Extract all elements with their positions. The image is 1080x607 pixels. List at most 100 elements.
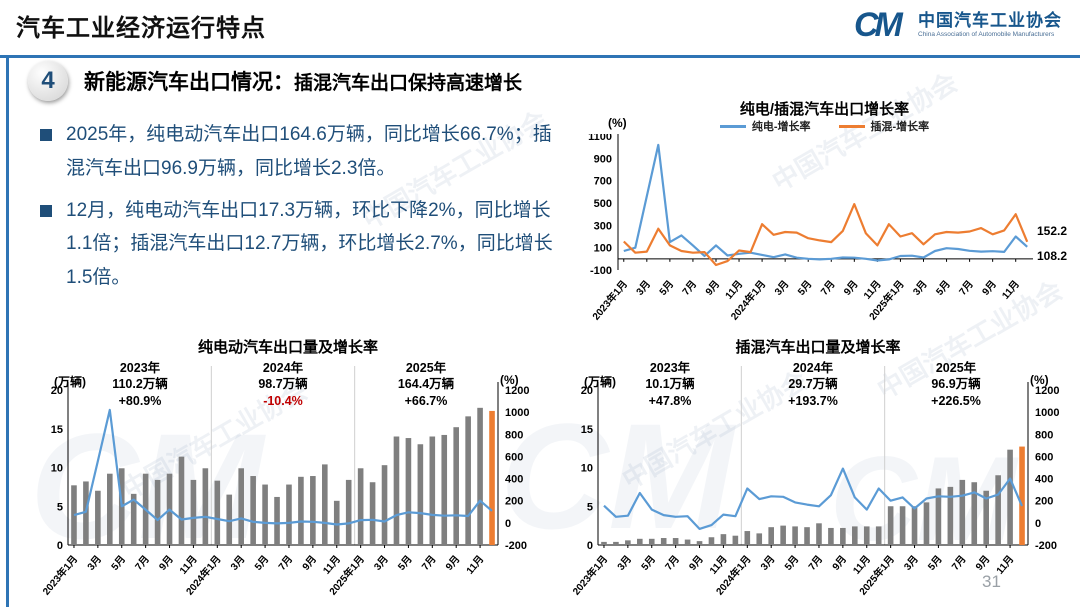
annotation-year: 2025年: [405, 361, 447, 375]
bar: [489, 410, 495, 545]
legend-label: 纯电-增长率: [751, 121, 811, 133]
x-tick-label: 5月: [795, 278, 814, 298]
page-number: 31: [982, 572, 1001, 591]
x-tick-label: 9月: [703, 278, 722, 298]
bar: [429, 436, 436, 545]
svg-text:CM: CM: [854, 6, 904, 44]
y-tick-label: -100: [590, 265, 612, 277]
bar: [840, 527, 846, 545]
year-annotation-2023: 2023年 10.1万辆 +47.8%: [645, 360, 694, 409]
caam-logo-text: 中国汽车工业协会 China Association of Automobile…: [918, 11, 1062, 38]
bar: [405, 438, 412, 545]
bar: [696, 541, 703, 545]
x-tick-label: 5月: [252, 553, 271, 573]
left-axis-unit: (万辆): [54, 375, 86, 389]
x-tick-label: 9月: [687, 553, 706, 573]
y-tick-label: 1100: [588, 134, 612, 143]
x-tick-label: 3月: [372, 553, 391, 573]
y-axis-unit: (%): [608, 116, 627, 130]
annotation-volume: 10.1万辆: [645, 377, 695, 392]
bar: [887, 506, 894, 545]
left-tick-label: 20: [581, 385, 593, 397]
bar: [190, 479, 197, 545]
y-tick-label: 900: [594, 153, 612, 165]
x-tick-label: 7月: [133, 553, 152, 573]
x-tick-label: 3月: [758, 553, 777, 573]
x-tick-label: 3月: [902, 553, 921, 573]
right-tick-label: 200: [505, 496, 523, 508]
x-tick-label: 9月: [841, 278, 860, 298]
x-tick-label: 5月: [657, 278, 676, 298]
bar: [107, 473, 113, 545]
page-title: 汽车工业经济运行特点: [16, 15, 266, 42]
bar: [768, 527, 774, 545]
bar: [369, 482, 376, 545]
bar: [95, 490, 101, 545]
left-tick-label: 0: [587, 540, 593, 552]
left-tick-label: 5: [587, 501, 593, 513]
bar: [178, 456, 185, 545]
right-tick-label: 200: [1035, 496, 1053, 508]
section-title-sub: 插混汽车出口保持高速增长: [294, 73, 523, 94]
bullet-square-icon: [40, 129, 52, 141]
year-annotation-2024: 2024年 29.7万辆 +193.7%: [788, 360, 838, 409]
bar: [923, 502, 930, 545]
x-tick-label: 9月: [300, 553, 319, 573]
bar: [935, 488, 942, 545]
y-tick-label: 500: [594, 198, 612, 210]
x-tick-label: 5月: [109, 553, 128, 573]
chart-phev-exports: 插混汽车出口量及增长率 (万辆) (%) 2023年 10.1万辆 +47.8%…: [560, 336, 1076, 606]
x-tick-label: 11月: [707, 553, 729, 576]
end-value-label: 152.2: [1037, 224, 1067, 238]
bar: [1007, 449, 1013, 545]
right-tick-label: 1000: [1035, 407, 1059, 419]
right-tick-label: 400: [1035, 474, 1053, 486]
bar: [274, 496, 280, 545]
bar: [613, 541, 619, 545]
legend-label: 插混-增长率: [870, 121, 930, 133]
legend-item-bev: 纯电-增长率: [719, 118, 811, 134]
section-number: 4: [41, 67, 55, 94]
right-tick-label: 600: [505, 451, 523, 463]
bullet-text: 2025年，纯电动汽车出口164.6万辆，同比增长66.7%；插混汽车出口96.…: [66, 124, 552, 179]
bullet-square-icon: [40, 204, 52, 217]
chart-title: 纯电动汽车出口量及增长率: [197, 339, 378, 356]
growth-line: [73, 408, 493, 526]
x-tick-label: 2023年1月: [589, 278, 630, 323]
bar: [381, 465, 388, 545]
bar: [333, 500, 340, 545]
logo-name-en: China Association of Automobile Manufact…: [918, 31, 1055, 39]
right-tick-label: -200: [505, 540, 527, 552]
bullet-item: 12月，纯电动汽车出口17.3万辆，环比下降2%，同比增长1.1倍；插混汽车出口…: [40, 194, 554, 295]
bar: [465, 416, 471, 545]
bar: [83, 481, 89, 545]
right-tick-label: 800: [505, 429, 523, 441]
x-tick-label: 7月: [663, 553, 682, 573]
bar: [286, 484, 292, 545]
bar: [756, 533, 763, 545]
caam-logo: CM 中国汽车工业协会 China Association of Automob…: [854, 5, 1062, 45]
bar: [262, 484, 268, 545]
x-tick-label: 7月: [419, 553, 438, 573]
legend-line-swatch: [838, 124, 865, 128]
bar: [744, 531, 751, 545]
annotation-growth: +80.9%: [118, 393, 162, 408]
annotation-growth: -10.4%: [263, 393, 303, 408]
bar: [708, 537, 715, 545]
bar: [899, 506, 906, 545]
bar: [441, 434, 448, 545]
x-tick-label: 7月: [276, 553, 295, 573]
x-tick-label: 9月: [973, 553, 992, 573]
bar: [154, 479, 161, 545]
bev-exports-plot: 20 15 10 5 0 1200 1000 800 600 400 200 0 -200 2023年1月…: [40, 366, 529, 598]
annotation-year: 2024年: [792, 361, 834, 375]
left-tick-label: 15: [581, 424, 593, 436]
right-axis-unit: (%): [500, 373, 519, 387]
x-tick-label: 3月: [85, 553, 104, 573]
x-tick-label: 3月: [772, 278, 791, 298]
left-tick-label: 5: [57, 501, 63, 513]
bar: [71, 485, 77, 545]
bar: [959, 479, 966, 545]
x-tick-label: 2023年1月: [40, 553, 81, 598]
bar: [345, 479, 352, 545]
